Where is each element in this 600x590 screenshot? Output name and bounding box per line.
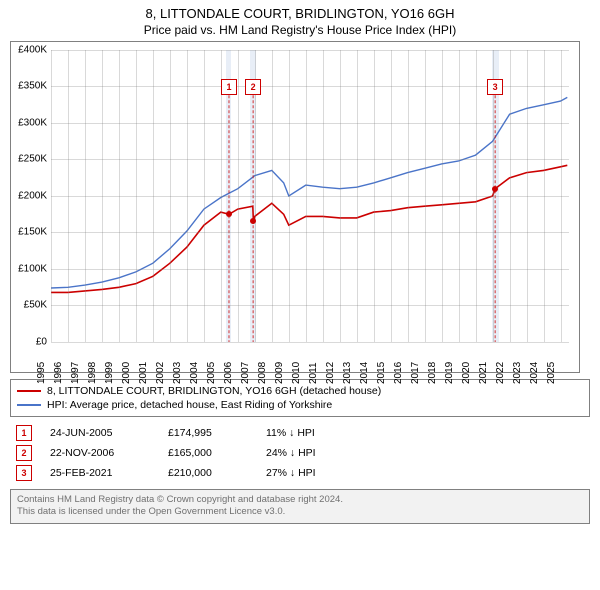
x-tick-label: 2013 — [342, 362, 353, 384]
x-tick-label: 2020 — [461, 362, 472, 384]
x-tick-label: 1996 — [53, 362, 64, 384]
event-row: 2 22-NOV-2006 £165,000 24% ↓ HPI — [16, 443, 584, 463]
sale-point-icon — [492, 186, 498, 192]
event-delta: 27% ↓ HPI — [266, 467, 366, 479]
x-tick-label: 2007 — [240, 362, 251, 384]
footer-note: Contains HM Land Registry data © Crown c… — [10, 489, 590, 524]
legend-row: HPI: Average price, detached house, East… — [17, 398, 583, 412]
x-tick-label: 2025 — [546, 362, 557, 384]
event-price: £210,000 — [168, 467, 248, 479]
y-tick-label: £50K — [11, 300, 47, 311]
plot-area: 12 3 — [51, 50, 569, 342]
x-tick-label: 2004 — [189, 362, 200, 384]
series-price_paid — [51, 165, 567, 292]
legend-swatch — [17, 390, 41, 392]
y-tick-label: £100K — [11, 263, 47, 274]
event-date: 24-JUN-2005 — [50, 427, 150, 439]
x-tick-label: 2002 — [155, 362, 166, 384]
legend-swatch — [17, 404, 41, 406]
y-tick-label: £200K — [11, 190, 47, 201]
series-hpi — [51, 97, 567, 288]
event-marker-icon: 3 — [16, 465, 32, 481]
x-tick-label: 2021 — [478, 362, 489, 384]
y-tick-label: £150K — [11, 227, 47, 238]
page-subtitle: Price paid vs. HM Land Registry's House … — [10, 23, 590, 37]
event-price: £165,000 — [168, 447, 248, 459]
x-tick-label: 2009 — [274, 362, 285, 384]
x-tick-label: 2010 — [291, 362, 302, 384]
y-tick-label: £250K — [11, 154, 47, 165]
legend: 8, LITTONDALE COURT, BRIDLINGTON, YO16 6… — [10, 379, 590, 417]
legend-label: 8, LITTONDALE COURT, BRIDLINGTON, YO16 6… — [47, 385, 381, 397]
marker-box-icon: 1 — [221, 79, 237, 95]
events-table: 1 24-JUN-2005 £174,995 11% ↓ HPI 2 22-NO… — [10, 423, 590, 483]
price-chart: £0 £50K £100K £150K £200K £250K £300K £350K £400… — [10, 41, 580, 373]
legend-row: 8, LITTONDALE COURT, BRIDLINGTON, YO16 6… — [17, 384, 583, 398]
x-axis: 1995199619971998199920002001200220032004… — [51, 342, 569, 372]
event-marker-icon: 2 — [16, 445, 32, 461]
x-tick-label: 1997 — [70, 362, 81, 384]
legend-label: HPI: Average price, detached house, East… — [47, 399, 332, 411]
x-tick-label: 2022 — [495, 362, 506, 384]
x-tick-label: 2003 — [172, 362, 183, 384]
y-axis: £0£50K£100K£150K£200K£250K£300K£350K£400… — [11, 50, 51, 342]
event-date: 22-NOV-2006 — [50, 447, 150, 459]
x-tick-label: 2016 — [393, 362, 404, 384]
page-title: 8, LITTONDALE COURT, BRIDLINGTON, YO16 6… — [10, 6, 590, 23]
x-tick-label: 2011 — [308, 362, 319, 384]
x-tick-label: 2018 — [427, 362, 438, 384]
x-tick-label: 2019 — [444, 362, 455, 384]
x-tick-label: 2017 — [410, 362, 421, 384]
event-row: 3 25-FEB-2021 £210,000 27% ↓ HPI — [16, 463, 584, 483]
y-tick-label: £350K — [11, 81, 47, 92]
x-tick-label: 2012 — [325, 362, 336, 384]
x-tick-label: 2005 — [206, 362, 217, 384]
event-price: £174,995 — [168, 427, 248, 439]
x-tick-label: 1998 — [87, 362, 98, 384]
event-marker-icon: 1 — [16, 425, 32, 441]
event-delta: 11% ↓ HPI — [266, 427, 366, 439]
event-date: 25-FEB-2021 — [50, 467, 150, 479]
x-tick-label: 2014 — [359, 362, 370, 384]
y-tick-label: £400K — [11, 44, 47, 55]
y-tick-label: £300K — [11, 117, 47, 128]
marker-box-icon: 2 — [245, 79, 261, 95]
x-tick-label: 2001 — [138, 362, 149, 384]
y-tick-label: £0 — [11, 336, 47, 347]
x-tick-label: 2015 — [376, 362, 387, 384]
footer-line: This data is licensed under the Open Gov… — [17, 506, 583, 518]
x-tick-label: 2024 — [529, 362, 540, 384]
x-tick-label: 2000 — [121, 362, 132, 384]
event-delta: 24% ↓ HPI — [266, 447, 366, 459]
event-row: 1 24-JUN-2005 £174,995 11% ↓ HPI — [16, 423, 584, 443]
x-tick-label: 2006 — [223, 362, 234, 384]
marker-box-icon: 3 — [487, 79, 503, 95]
sale-point-icon — [226, 211, 232, 217]
x-tick-label: 1999 — [104, 362, 115, 384]
x-tick-label: 2008 — [257, 362, 268, 384]
sale-point-icon — [250, 218, 256, 224]
x-tick-label: 1995 — [36, 362, 47, 384]
footer-line: Contains HM Land Registry data © Crown c… — [17, 494, 583, 506]
x-tick-label: 2023 — [512, 362, 523, 384]
